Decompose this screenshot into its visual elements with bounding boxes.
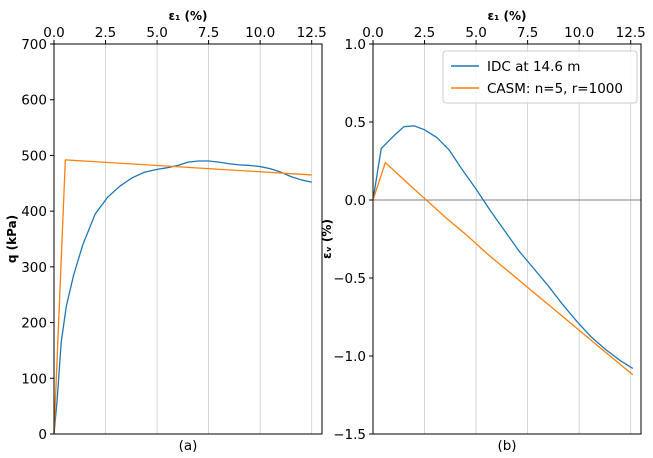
panel-label: (b) (497, 438, 516, 454)
x-tick-label: 12.5 (297, 25, 327, 41)
plot-frame (53, 43, 323, 435)
series-line-1 (53, 159, 312, 435)
y-axis-title: εᵥ (%) (320, 219, 334, 259)
y-tick-label: 0.0 (345, 193, 366, 209)
y-axis-title: q (kPa) (5, 215, 19, 263)
x-tick-label: 10.0 (245, 25, 275, 41)
x-tick-label: 10.0 (564, 25, 594, 41)
x-tick-label: 2.5 (414, 25, 435, 41)
x-axis-title: ε₁ (%) (487, 9, 526, 23)
y-tick-label: 400 (21, 204, 47, 220)
legend-box (442, 50, 638, 104)
legend-label-1: CASM: n=5, r=1000 (487, 81, 623, 97)
y-tick-label: −1.5 (333, 427, 366, 443)
x-tick-label: 5.0 (146, 25, 167, 41)
x-axis-title: ε₁ (%) (168, 9, 207, 23)
legend-label-0: IDC at 14.6 m (487, 59, 580, 75)
y-tick-label: 200 (21, 316, 47, 332)
y-tick-label: 500 (21, 148, 47, 164)
x-tick-label: 2.5 (95, 25, 116, 41)
y-tick-label: 700 (21, 37, 47, 53)
panel-b: 0.0 2.5 5.0 7.5 10.0 12.5 −1.5 −1.0 −0.5 0.0 0.5 1.… (320, 9, 646, 454)
y-tick-label: −0.5 (333, 271, 366, 287)
series-line-1 (372, 161, 634, 376)
x-tick-label: 7.5 (198, 25, 219, 41)
x-tick-label: 0.0 (43, 25, 64, 41)
x-tick-label: 5.0 (465, 25, 486, 41)
legend: IDC at 14.6 m CASM: n=5, r=1000 (442, 50, 638, 104)
panel-label: (a) (179, 438, 198, 454)
y-tick-label: 0 (38, 427, 47, 443)
y-tick-label: −1.0 (333, 349, 366, 365)
y-tick-label: 600 (21, 93, 47, 109)
x-tick-label: 0.0 (362, 25, 383, 41)
y-tick-label: 300 (21, 260, 47, 276)
plot-frame (372, 43, 642, 435)
y-tick-label: 1.0 (345, 37, 366, 53)
series-line-0 (372, 125, 634, 370)
series-line-0 (53, 160, 312, 435)
x-tick-label: 12.5 (616, 25, 646, 41)
panel-a: 0.0 2.5 5.0 7.5 10.0 12.5 0 100 200 300 400 500 600 7… (5, 9, 327, 454)
y-tick-label: 100 (21, 371, 47, 387)
x-tick-label: 7.5 (517, 25, 538, 41)
y-tick-label: 0.5 (345, 115, 366, 131)
